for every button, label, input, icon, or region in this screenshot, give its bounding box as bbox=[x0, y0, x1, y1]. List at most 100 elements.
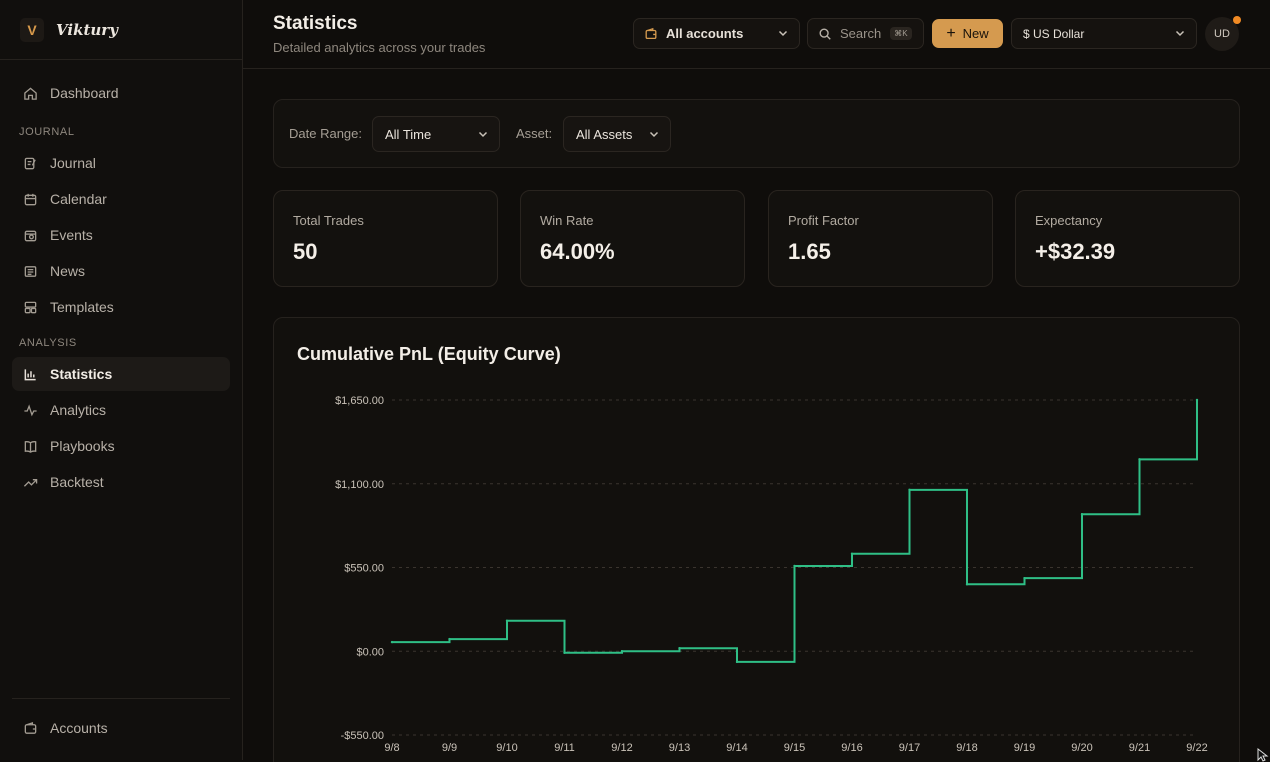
sidebar-item-label: Backtest bbox=[50, 474, 104, 490]
new-button[interactable]: + New bbox=[932, 19, 1003, 48]
accounts-select-value: All accounts bbox=[666, 26, 744, 41]
brand[interactable]: V Viktury bbox=[0, 0, 242, 60]
x-tick-label: 9/21 bbox=[1129, 742, 1150, 754]
date-range-select[interactable]: All Time bbox=[372, 116, 500, 152]
search-shortcut: ⌘K bbox=[890, 27, 912, 40]
y-tick-label: $0.00 bbox=[356, 646, 384, 658]
sidebar-footer: Accounts bbox=[12, 698, 230, 760]
x-tick-label: 9/15 bbox=[784, 742, 805, 754]
sidebar-item-events[interactable]: Events bbox=[12, 218, 230, 252]
templates-icon bbox=[22, 299, 38, 315]
data-point bbox=[390, 640, 394, 644]
journal-icon bbox=[22, 155, 38, 171]
x-tick-label: 9/17 bbox=[899, 742, 920, 754]
sidebar-item-templates[interactable]: Templates bbox=[12, 290, 230, 324]
x-tick-label: 9/9 bbox=[442, 742, 457, 754]
topbar: Statistics Detailed analytics across you… bbox=[243, 0, 1270, 69]
bar-chart-icon bbox=[22, 366, 38, 382]
currency-select[interactable]: $ US Dollar bbox=[1011, 18, 1197, 49]
sidebar-item-label: Accounts bbox=[50, 720, 108, 736]
stat-label: Profit Factor bbox=[788, 213, 859, 228]
stat-card-total-trades: Total Trades 50 bbox=[273, 190, 498, 287]
sidebar-item-label: Statistics bbox=[50, 366, 113, 382]
equity-curve-chart: -$550.00 $0.00 $550.00 $1,100.00 $1,650.00 9/… bbox=[335, 395, 1208, 754]
data-point bbox=[678, 647, 681, 650]
date-range-value: All Time bbox=[385, 126, 432, 142]
x-tick-label: 9/18 bbox=[956, 742, 977, 754]
sidebar-item-playbooks[interactable]: Playbooks bbox=[12, 429, 230, 463]
x-tick-label: 9/14 bbox=[726, 742, 747, 754]
sidebar-item-label: Playbooks bbox=[50, 438, 115, 454]
sidebar-item-news[interactable]: News bbox=[12, 254, 230, 288]
x-tick-label: 9/13 bbox=[669, 742, 690, 754]
sidebar-item-journal[interactable]: Journal bbox=[12, 146, 230, 180]
data-point bbox=[793, 564, 796, 568]
sidebar-item-label: Events bbox=[50, 227, 93, 243]
equity-curve-card: Cumulative PnL (Equity Curve) -$550.00 $0… bbox=[273, 317, 1240, 762]
search-placeholder: Search bbox=[840, 26, 882, 41]
sidebar-section-analysis: ANALYSIS bbox=[19, 337, 77, 349]
data-point bbox=[965, 583, 969, 586]
stat-value: 64.00% bbox=[540, 239, 615, 264]
data-point bbox=[505, 619, 509, 622]
trend-up-icon bbox=[22, 474, 38, 490]
data-point bbox=[1023, 576, 1026, 580]
stat-label: Total Trades bbox=[293, 213, 364, 228]
page-subtitle: Detailed analytics across your trades bbox=[273, 40, 486, 55]
sidebar-item-analytics[interactable]: Analytics bbox=[12, 393, 230, 427]
sidebar-item-label: Calendar bbox=[50, 191, 107, 207]
chevron-down-icon bbox=[1174, 27, 1186, 42]
currency-select-value: $ US Dollar bbox=[1023, 26, 1085, 41]
calendar-icon bbox=[22, 191, 38, 207]
chevron-down-icon bbox=[477, 128, 489, 143]
stat-label: Expectancy bbox=[1035, 213, 1103, 228]
stat-card-win-rate: Win Rate 64.00% bbox=[520, 190, 745, 287]
x-tick-label: 9/22 bbox=[1186, 742, 1207, 754]
stat-value: +$32.39 bbox=[1035, 239, 1116, 264]
accounts-select[interactable]: All accounts bbox=[633, 18, 800, 49]
y-tick-label: $1,650.00 bbox=[335, 395, 384, 407]
x-tick-label: 9/11 bbox=[554, 742, 575, 754]
stat-value: 50 bbox=[293, 239, 318, 264]
sidebar-item-label: News bbox=[50, 263, 86, 279]
sidebar-item-label: Analytics bbox=[50, 402, 107, 418]
new-button-label: New bbox=[962, 26, 989, 41]
search-button[interactable]: Search ⌘K bbox=[807, 18, 924, 49]
x-tick-label: 9/10 bbox=[496, 742, 517, 754]
x-tick-label: 9/16 bbox=[841, 742, 862, 754]
pulse-icon bbox=[22, 402, 38, 418]
data-point bbox=[620, 650, 624, 653]
sidebar-item-label: Journal bbox=[50, 155, 96, 171]
data-point bbox=[1080, 513, 1084, 516]
sidebar: V Viktury Dashboard JOURNAL Journal Cale… bbox=[0, 0, 243, 760]
asset-value: All Assets bbox=[576, 126, 633, 142]
filter-bar: Date Range: All Time Asset: All Assets bbox=[273, 99, 1240, 168]
events-icon bbox=[22, 227, 38, 243]
sidebar-item-label: Dashboard bbox=[50, 85, 119, 101]
x-tick-label: 9/8 bbox=[384, 742, 399, 754]
data-point bbox=[563, 651, 566, 654]
data-point bbox=[908, 488, 911, 492]
book-icon bbox=[22, 438, 38, 454]
news-icon bbox=[22, 263, 38, 279]
sidebar-item-statistics[interactable]: Statistics bbox=[12, 357, 230, 391]
data-point bbox=[1195, 398, 1199, 402]
main-content: Statistics Detailed analytics across you… bbox=[243, 0, 1270, 762]
series-line bbox=[392, 400, 1198, 663]
asset-select[interactable]: All Assets bbox=[563, 116, 671, 152]
y-tick-label: $550.00 bbox=[344, 563, 384, 575]
sidebar-item-dashboard[interactable]: Dashboard bbox=[12, 76, 230, 110]
notification-dot bbox=[1233, 16, 1241, 24]
x-tick-label: 9/19 bbox=[1014, 742, 1035, 754]
sidebar-item-calendar[interactable]: Calendar bbox=[12, 182, 230, 216]
stat-value: 1.65 bbox=[788, 239, 831, 264]
sidebar-item-accounts[interactable]: Accounts bbox=[12, 711, 230, 745]
sidebar-item-backtest[interactable]: Backtest bbox=[12, 465, 230, 499]
y-tick-label: $1,100.00 bbox=[335, 479, 384, 491]
home-icon bbox=[22, 85, 38, 101]
y-tick-label: -$550.00 bbox=[341, 730, 384, 742]
avatar[interactable]: UD bbox=[1205, 17, 1239, 51]
data-point bbox=[1138, 458, 1141, 461]
brand-name: Viktury bbox=[56, 20, 118, 39]
